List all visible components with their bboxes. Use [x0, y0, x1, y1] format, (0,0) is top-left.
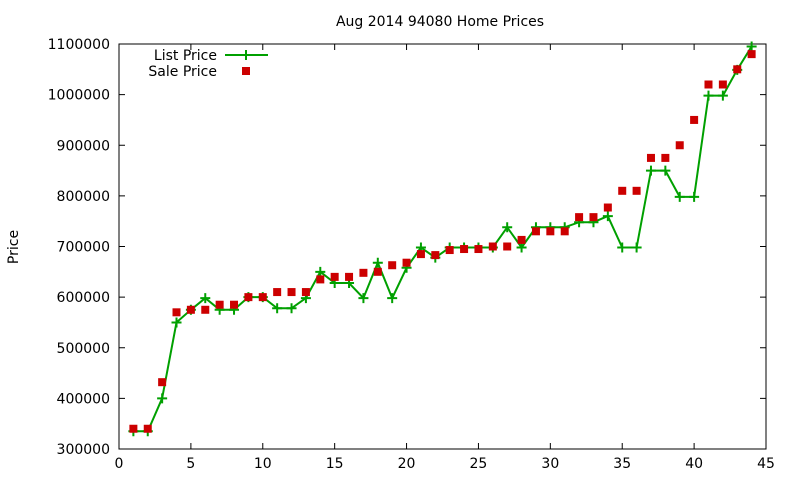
sale-price-series [129, 50, 756, 433]
x-tick-label: 40 [685, 456, 703, 472]
sale-price-point [445, 246, 454, 255]
sale-price-point [301, 288, 310, 297]
sale-price-point [373, 267, 382, 276]
y-tick-label: 900000 [57, 138, 110, 154]
sale-price-point [186, 305, 195, 314]
sale-price-point [244, 293, 253, 302]
sale-price-point [517, 235, 526, 244]
sale-price-point [460, 245, 469, 254]
legend-label-sale-price: Sale Price [148, 64, 217, 80]
plot-area-frame [118, 43, 767, 450]
sale-price-point [316, 275, 325, 284]
sale-price-point [402, 258, 411, 267]
sale-price-point [230, 300, 239, 309]
sale-price-point [704, 80, 713, 89]
list-price-point [502, 222, 513, 233]
x-tick-label: 30 [541, 456, 559, 472]
x-tick-label: 10 [254, 456, 272, 472]
legend-marker-list-price [241, 50, 251, 60]
sale-price-point [273, 288, 282, 297]
list-price-point [200, 293, 211, 304]
sale-price-point [733, 65, 742, 74]
x-tick-label: 25 [470, 456, 488, 472]
sale-price-point [632, 186, 641, 195]
list-price-point [602, 211, 613, 222]
sale-price-point [560, 227, 569, 236]
sale-price-point [618, 186, 627, 195]
x-tick-label: 5 [186, 456, 195, 472]
sale-price-point [690, 115, 699, 124]
sale-price-point [675, 141, 684, 150]
sale-price-point [747, 50, 756, 59]
list-price-point [516, 242, 527, 253]
list-price-point [157, 393, 168, 404]
y-tick-label: 400000 [57, 391, 110, 407]
sale-price-point [488, 242, 497, 251]
x-tick-label: 0 [115, 456, 124, 472]
list-price-point [372, 257, 383, 268]
x-tick-label: 35 [613, 456, 631, 472]
sale-price-point [503, 242, 512, 251]
sale-price-point [531, 227, 540, 236]
list-price-point [703, 90, 714, 101]
list-price-point [286, 303, 297, 314]
list-price-point [171, 317, 182, 328]
legend-marker-sale-price [242, 67, 250, 75]
sale-price-point [431, 251, 440, 260]
sale-price-point [359, 268, 368, 277]
list-price-point [617, 242, 628, 253]
sale-price-point [330, 272, 339, 281]
list-price-series [128, 41, 757, 437]
list-price-point [358, 293, 369, 304]
sale-price-point [143, 424, 152, 433]
x-tick-label: 15 [326, 456, 344, 472]
sale-price-point [603, 203, 612, 212]
sale-price-point [388, 261, 397, 270]
sale-price-point [129, 424, 138, 433]
list-price-point [674, 191, 685, 202]
sale-price-point [575, 213, 584, 222]
y-tick-label: 700000 [57, 240, 110, 256]
list-price-point [660, 165, 671, 176]
list-price-point [315, 266, 326, 277]
sale-price-point [158, 378, 167, 387]
list-price-point [746, 41, 757, 52]
sale-price-point [474, 245, 483, 254]
sale-price-point [258, 293, 267, 302]
y-tick-label: 600000 [57, 290, 110, 306]
x-tick-label: 20 [398, 456, 416, 472]
sale-price-point [546, 227, 555, 236]
list-price-point [717, 90, 728, 101]
sale-price-point [172, 308, 181, 317]
sale-price-point [201, 305, 210, 314]
list-price-point [631, 242, 642, 253]
y-tick-label: 800000 [57, 189, 110, 205]
sale-price-point [661, 153, 670, 162]
x-tick-label: 45 [757, 456, 775, 472]
chart-title: Aug 2014 94080 Home Prices [336, 14, 544, 30]
list-price-point [645, 165, 656, 176]
axis-ticks: 0 5 10 15 20 25 30 35 40 45 300000 400000 500000 6000… [48, 37, 775, 472]
y-axis-label: Price [6, 230, 22, 264]
sale-price-point [589, 213, 598, 222]
sale-price-point [215, 300, 224, 309]
sale-price-point [646, 153, 655, 162]
y-tick-label: 1100000 [48, 37, 110, 53]
y-tick-label: 500000 [57, 341, 110, 357]
sale-price-point [416, 250, 425, 259]
list-price-point [272, 303, 283, 314]
list-price-line [133, 45, 753, 433]
sale-price-point [718, 80, 727, 89]
list-price-point [387, 293, 398, 304]
y-tick-label: 1000000 [48, 88, 110, 104]
y-tick-label: 300000 [57, 442, 110, 458]
legend-label-list-price: List Price [154, 48, 217, 64]
sale-price-point [287, 288, 296, 297]
list-price-point [689, 191, 700, 202]
sale-price-point [345, 272, 354, 281]
